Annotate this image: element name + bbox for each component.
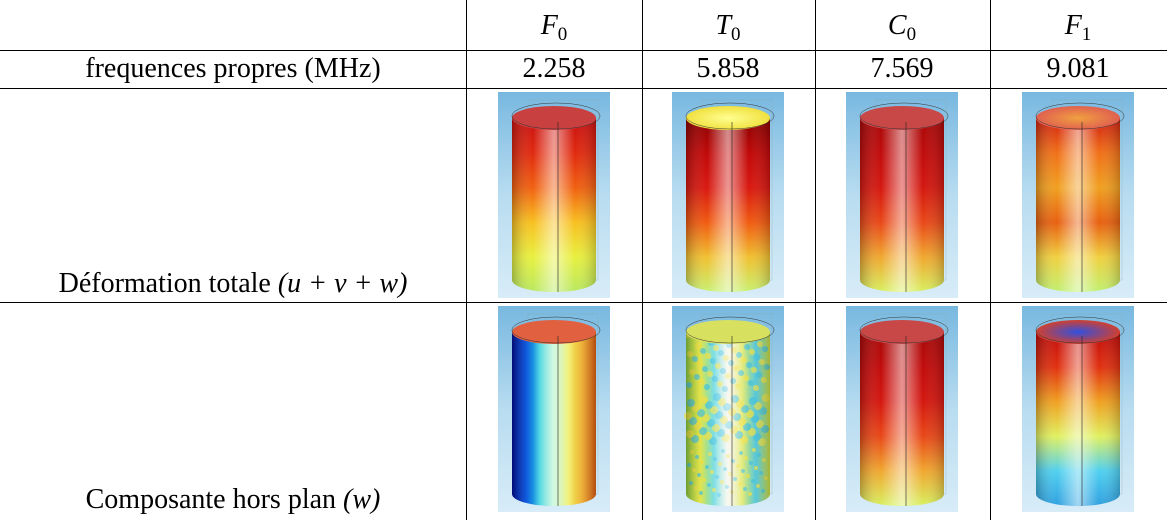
mode-shape-image [498, 92, 610, 298]
header-subscript: 1 [1081, 24, 1092, 45]
mode-shape-image [498, 306, 610, 512]
mode-shape-image [846, 92, 958, 298]
mode-shape-image [672, 92, 784, 298]
column-rule [990, 0, 991, 520]
header-symbol: T [715, 10, 732, 41]
row-rule [0, 88, 1167, 89]
row-label: Déformation totale (u + v + w) [0, 270, 466, 298]
column-rule [642, 0, 643, 520]
header-subscript: 0 [906, 24, 917, 45]
header-symbol: F [540, 10, 558, 41]
column-header: C0 [822, 10, 982, 45]
mode-shape-image [1022, 92, 1134, 298]
column-rule [815, 0, 816, 520]
row-label-text: Composante hors plan [85, 484, 337, 515]
column-header: T0 [648, 10, 808, 45]
row-label-math: (w) [343, 484, 381, 515]
mode-shape-image [672, 306, 784, 512]
frequency-value: 2.258 [522, 53, 586, 84]
mode-shape-image [846, 306, 958, 512]
frequency-value: 5.858 [696, 53, 760, 84]
frequency-value: 7.569 [870, 53, 934, 84]
header-subscript: 0 [731, 24, 741, 45]
column-rule [466, 0, 467, 520]
frequency-value: 9.081 [1046, 53, 1110, 84]
row-label-text: Déformation totale [58, 268, 271, 299]
header-symbol: F [1064, 10, 1082, 41]
column-header: F0 [474, 10, 634, 45]
row-label-math: (u + v + w) [277, 268, 408, 299]
mode-shape-image [1022, 306, 1134, 512]
header-subscript: 0 [557, 24, 568, 45]
row-label: Composante hors plan (w) [0, 486, 466, 514]
row-rule [0, 50, 1167, 51]
column-header: F1 [998, 10, 1158, 45]
row-label: frequences propres (MHz) [85, 53, 381, 84]
header-symbol: C [887, 10, 907, 41]
row-rule [0, 302, 1167, 303]
